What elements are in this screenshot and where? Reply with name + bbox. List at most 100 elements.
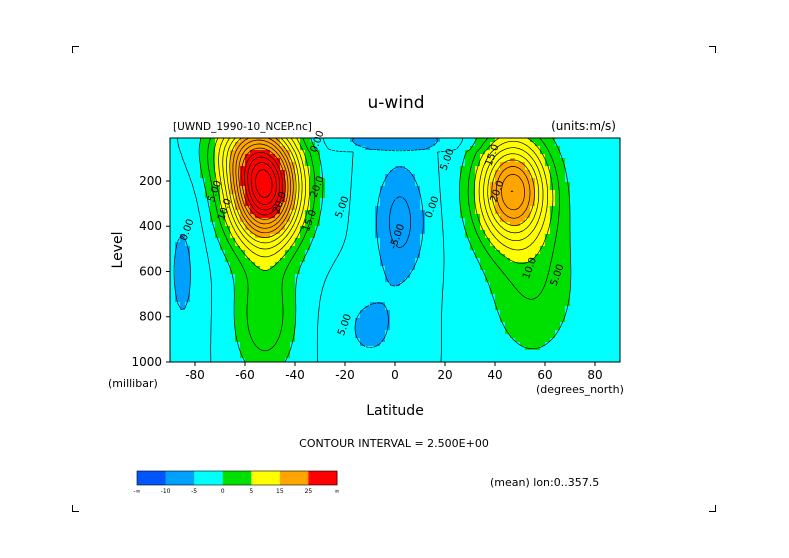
contour-fill-cell — [580, 346, 586, 351]
contour-fill-cell — [405, 138, 411, 143]
contour-fill-cell — [590, 286, 596, 291]
contour-fill-cell — [275, 246, 281, 251]
contour-fill-cell — [415, 334, 421, 339]
contour-fill-cell — [360, 254, 366, 259]
contour-fill-cell — [280, 338, 286, 343]
contour-fill-cell — [310, 182, 316, 187]
contour-fill-cell — [340, 238, 346, 243]
contour-fill-cell — [275, 194, 281, 199]
contour-fill-cell — [250, 186, 256, 191]
contour-fill-cell — [265, 274, 271, 279]
contour-fill-cell — [235, 150, 241, 155]
contour-fill-cell — [545, 322, 551, 327]
contour-fill-cell — [320, 298, 326, 303]
contour-fill-cell — [375, 162, 381, 167]
contour-fill-cell — [575, 146, 581, 151]
contour-fill-cell — [260, 158, 266, 163]
contour-fill-cell — [275, 214, 281, 219]
contour-fill-cell — [380, 322, 386, 327]
contour-fill-cell — [310, 214, 316, 219]
contour-fill-cell — [595, 162, 601, 167]
contour-fill-cell — [265, 250, 271, 255]
contour-fill-cell — [470, 326, 476, 331]
contour-fill-cell — [435, 206, 441, 211]
contour-fill-cell — [355, 350, 361, 355]
contour-fill-cell — [455, 346, 461, 351]
contour-fill-cell — [175, 290, 181, 295]
contour-fill-cell — [355, 258, 361, 263]
contour-fill-cell — [245, 314, 251, 319]
contour-fill-cell — [255, 302, 261, 307]
contour-fill-cell — [500, 338, 506, 343]
contour-fill-cell — [595, 286, 601, 291]
contour-fill-cell — [425, 154, 431, 159]
contour-fill-cell — [285, 294, 291, 299]
contour-fill-cell — [185, 218, 191, 223]
contour-fill-cell — [445, 230, 451, 235]
contour-fill-cell — [575, 326, 581, 331]
contour-fill-cell — [595, 354, 601, 359]
contour-fill-cell — [295, 262, 301, 267]
contour-fill-cell — [185, 326, 191, 331]
contour-fill-cell — [590, 314, 596, 319]
contour-fill-cell — [325, 190, 331, 195]
contour-fill-cell — [505, 262, 511, 267]
contour-fill-cell — [395, 142, 401, 147]
contour-fill-cell — [250, 206, 256, 211]
contour-fill-cell — [535, 298, 541, 303]
contour-fill-cell — [275, 182, 281, 187]
contour-fill-cell — [430, 230, 436, 235]
contour-fill-cell — [310, 314, 316, 319]
contour-fill-cell — [310, 326, 316, 331]
contour-fill-cell — [305, 286, 311, 291]
contour-fill-cell — [435, 346, 441, 351]
contour-fill-cell — [500, 166, 506, 171]
contour-fill-cell — [295, 230, 301, 235]
contour-fill-cell — [260, 286, 266, 291]
contour-fill-cell — [325, 290, 331, 295]
contour-fill-cell — [295, 338, 301, 343]
contour-fill-cell — [600, 182, 606, 187]
contour-fill-cell — [460, 326, 466, 331]
contour-fill-cell — [325, 258, 331, 263]
contour-fill-cell — [405, 190, 411, 195]
contour-fill-cell — [295, 214, 301, 219]
contour-fill-cell — [320, 174, 326, 179]
contour-fill-cell — [485, 266, 491, 271]
contour-fill-cell — [390, 218, 396, 223]
contour-fill-cell — [310, 266, 316, 271]
contour-fill-cell — [385, 214, 391, 219]
contour-fill-cell — [465, 146, 471, 151]
contour-fill-cell — [580, 266, 586, 271]
contour-fill-cell — [450, 174, 456, 179]
contour-fill-cell — [460, 234, 466, 239]
contour-fill-cell — [225, 186, 231, 191]
contour-fill-cell — [580, 354, 586, 359]
contour-fill-cell — [540, 202, 546, 207]
contour-fill-cell — [245, 346, 251, 351]
contour-fill-cell — [300, 226, 306, 231]
contour-fill-cell — [230, 262, 236, 267]
contour-fill-cell — [450, 158, 456, 163]
contour-fill-cell — [530, 350, 536, 355]
contour-fill-cell — [455, 150, 461, 155]
contour-fill-cell — [350, 330, 356, 335]
contour-fill-cell — [610, 218, 616, 223]
contour-fill-cell — [430, 226, 436, 231]
contour-fill-cell — [550, 342, 556, 347]
contour-fill-cell — [375, 178, 381, 183]
contour-fill-cell — [400, 166, 406, 171]
contour-fill-cell — [395, 318, 401, 323]
contour-fill-cell — [230, 230, 236, 235]
contour-fill-cell — [220, 250, 226, 255]
contour-fill-cell — [525, 282, 531, 287]
contour-fill-cell — [570, 338, 576, 343]
contour-fill-cell — [215, 174, 221, 179]
contour-fill-cell — [535, 206, 541, 211]
contour-fill-cell — [470, 314, 476, 319]
contour-fill-cell — [205, 190, 211, 195]
contour-fill-cell — [285, 206, 291, 211]
contour-fill-cell — [255, 266, 261, 271]
contour-fill-cell — [455, 214, 461, 219]
contour-fill-cell — [420, 338, 426, 343]
